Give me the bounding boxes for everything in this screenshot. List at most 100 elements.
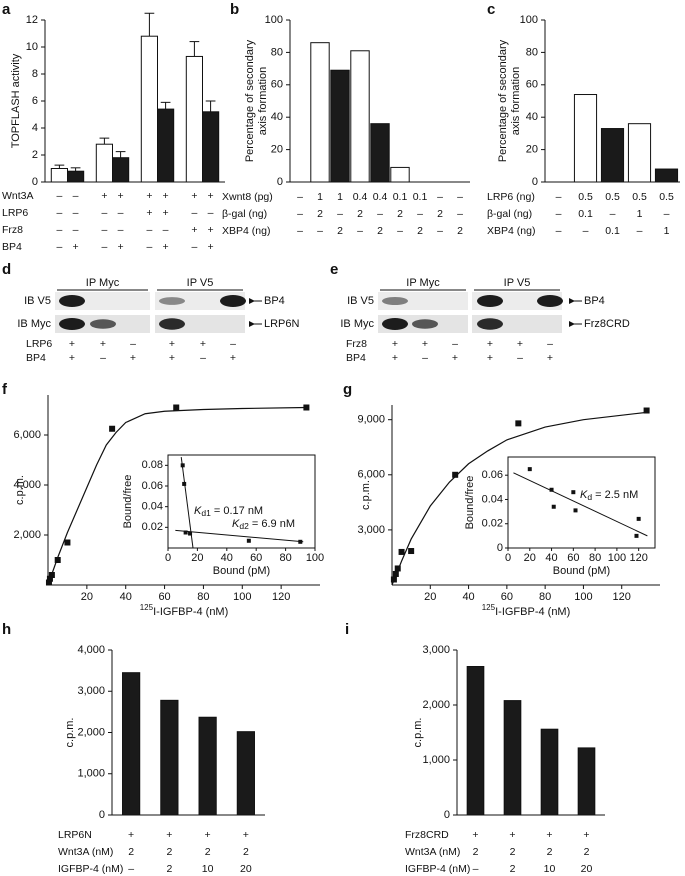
inset-y-tick-label: 0.04 (482, 493, 503, 505)
condition-value: – (297, 225, 303, 237)
y-tick-label: 100 (520, 14, 538, 26)
condition-value: – (452, 338, 458, 350)
condition-value: + (243, 829, 249, 841)
bar (236, 731, 255, 816)
bar (310, 42, 330, 183)
condition-label: Frz8 (2, 224, 23, 236)
condition-value: – (417, 208, 423, 220)
condition-value: + (191, 224, 197, 236)
condition-value: – (101, 241, 107, 253)
condition-value: – (556, 208, 562, 220)
condition-value: + (509, 829, 515, 841)
condition-value: 0.4 (373, 191, 388, 203)
band-label: Frz8CRD (584, 318, 630, 330)
y-tick-label: 80 (526, 46, 538, 58)
condition-value: – (230, 338, 236, 350)
condition-value: 0.5 (605, 191, 620, 203)
condition-value: – (101, 207, 107, 219)
annotation: Kd1 = 0.17 nM (194, 505, 263, 518)
inset-y-tick-label: 0.02 (142, 521, 163, 533)
bar (198, 716, 217, 816)
condition-value: – (397, 225, 403, 237)
condition-label: β-gal (ng) (222, 208, 267, 220)
y-tick-label: 3,000 (422, 644, 450, 656)
point (515, 420, 522, 427)
y-axis-label: c.p.m. (412, 718, 424, 748)
inset-x-tick-label: 0 (165, 552, 171, 564)
y-axis-label: axis formation (257, 67, 269, 135)
panel-letter: g (343, 381, 352, 398)
condition-value: + (146, 207, 152, 219)
condition-value: – (437, 225, 443, 237)
condition-value: – (337, 208, 343, 220)
point (390, 576, 397, 583)
condition-value: + (118, 241, 124, 253)
y-axis-label: c.p.m. (360, 480, 372, 510)
condition-value: 2 (397, 208, 403, 220)
y-tick-label: 40 (526, 111, 538, 123)
condition-value: + (200, 338, 206, 350)
x-axis-label: 125I-IGFBP-4 (nM) (482, 603, 571, 618)
annotation-k: K (194, 505, 202, 517)
point (643, 407, 650, 414)
condition-value: 0.1 (578, 208, 593, 220)
y-axis-label: c.p.m. (64, 718, 76, 748)
condition-label: β-gal (ng) (487, 208, 532, 220)
y-tick-label: 20 (526, 144, 538, 156)
y-tick-label: 9,000 (357, 414, 385, 426)
condition-value: + (208, 224, 214, 236)
condition-value: 2 (337, 225, 343, 237)
y-tick-label: 60 (526, 79, 538, 91)
condition-value: + (230, 352, 236, 364)
panel-letter: e (330, 261, 338, 278)
bar (540, 728, 559, 816)
inset-frame (167, 454, 316, 549)
y-tick-label: 2 (32, 149, 38, 161)
inset-y-tick-label: 0.06 (142, 480, 163, 492)
condition-value: + (73, 241, 79, 253)
inset-x-tick-label: 120 (629, 552, 647, 564)
condition-value: + (452, 352, 458, 364)
y-tick-label: 2,000 (77, 726, 105, 738)
condition-value: – (130, 338, 136, 350)
blot-band (159, 297, 185, 305)
bar (157, 108, 175, 183)
condition-value: 2 (584, 846, 590, 858)
inset-point (571, 490, 576, 495)
condition-value: 0.1 (605, 225, 620, 237)
point (109, 425, 116, 432)
condition-value: – (163, 224, 169, 236)
ib-label: IB V5 (24, 295, 51, 307)
condition-value: – (437, 191, 443, 203)
bar (112, 157, 130, 183)
ib-label: IB Myc (340, 318, 374, 330)
condition-value: + (583, 829, 589, 841)
annotation-sub: d2 (239, 521, 249, 531)
condition-value: + (128, 829, 134, 841)
condition-value: 2 (166, 846, 172, 858)
inset-point (180, 463, 185, 468)
inset-x-tick-label: 60 (567, 552, 579, 564)
condition-value: + (547, 352, 553, 364)
inset-point (551, 504, 556, 509)
inset-x-tick-label: 0 (505, 552, 511, 564)
point (394, 565, 401, 572)
condition-value: – (457, 208, 463, 220)
condition-label: IGFBP-4 (nM) (405, 863, 470, 875)
condition-value: 0.5 (578, 191, 593, 203)
x-label-sup: 125 (482, 603, 496, 612)
inset-fit-line (513, 472, 648, 537)
blot-band (220, 295, 246, 307)
condition-value: 1 (664, 225, 670, 237)
condition-label: BP4 (346, 352, 366, 364)
condition-value: – (422, 352, 428, 364)
condition-label: BP4 (2, 241, 22, 253)
inset-fit-line (175, 529, 304, 543)
condition-label: Frz8CRD (405, 829, 449, 841)
blot-background (378, 292, 468, 310)
condition-label: BP4 (26, 352, 46, 364)
condition-value: 10 (202, 863, 214, 875)
inset-x-label: Bound (pM) (553, 565, 610, 577)
condition-value: + (472, 829, 478, 841)
y-tick-label: 0 (32, 176, 38, 188)
